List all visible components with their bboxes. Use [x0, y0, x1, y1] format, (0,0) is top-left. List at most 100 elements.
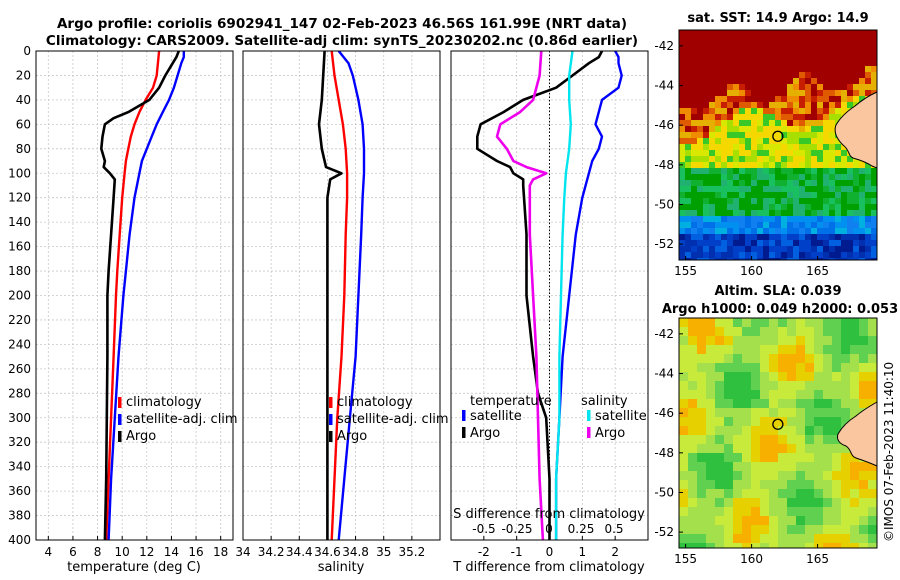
map-cell [799, 36, 806, 43]
map-cell [805, 72, 812, 79]
map-cell [823, 108, 830, 115]
map-cell [805, 258, 812, 260]
map-cell [811, 156, 818, 163]
map-cell [859, 168, 866, 175]
map-cell [769, 174, 776, 181]
map-cell [859, 222, 866, 229]
map-cell [775, 84, 782, 91]
map-cell [787, 234, 794, 241]
map-cell [859, 336, 869, 346]
depth-tick-label: 180 [8, 264, 31, 278]
map-cell [835, 192, 842, 199]
map-cell [823, 489, 833, 499]
map-cell [814, 462, 824, 472]
map-cell [724, 498, 734, 508]
map-cell [697, 336, 707, 346]
map-cell [868, 336, 877, 346]
map-cell [703, 246, 710, 253]
map-cell [814, 435, 824, 445]
map-cell [781, 186, 788, 193]
map-cell [799, 174, 806, 181]
map-cell [724, 399, 734, 409]
map-cell [688, 462, 698, 472]
map-cell [739, 108, 746, 115]
map-cell [679, 138, 686, 145]
map-cell [760, 381, 770, 391]
map-cell [853, 84, 860, 91]
legend-label-s-argo: Argo [595, 426, 625, 441]
map-cell [796, 462, 806, 472]
depth-tick-label: 380 [8, 509, 31, 523]
map-cell [727, 228, 734, 235]
map-cell [727, 198, 734, 205]
map-cell [853, 228, 860, 235]
map-cell [715, 198, 722, 205]
map-cell [823, 120, 830, 127]
map-cell [691, 246, 698, 253]
map-cell [841, 381, 851, 391]
map-cell [715, 381, 725, 391]
x-tick-label: -2 [478, 545, 490, 559]
map-cell [685, 72, 692, 79]
map-cell [805, 444, 815, 454]
map-y-tick-label: -50 [654, 485, 674, 499]
map-cell [823, 84, 830, 91]
map-cell [691, 48, 698, 55]
map-cell [814, 525, 824, 535]
map-cell [787, 246, 794, 253]
map-cell [805, 381, 815, 391]
map-cell [859, 246, 866, 253]
map-cell [733, 372, 743, 382]
map-cell [841, 192, 848, 199]
map-cell [739, 258, 746, 260]
map-cell [829, 60, 836, 67]
map-cell [811, 132, 818, 139]
map-cell [841, 345, 851, 355]
map-cell [697, 363, 707, 373]
legend-swatch-satellite [118, 414, 122, 425]
map-cell [706, 327, 716, 337]
map-cell [817, 84, 824, 91]
map-cell [709, 126, 716, 133]
map-cell [841, 78, 848, 85]
map-cell [769, 318, 779, 328]
map-cell [823, 327, 833, 337]
map-cell [724, 525, 734, 535]
x-tick-label: 2 [611, 545, 619, 559]
map-cell [865, 204, 872, 211]
salinity-panel: 34 34.2 34.4 34.6 34.8 35 35.2 salinity climat… [235, 50, 449, 575]
map-cell [778, 525, 788, 535]
map-cell [763, 126, 770, 133]
map-cell [739, 222, 746, 229]
map-cell [811, 66, 818, 73]
map-cell [703, 60, 710, 67]
map-cell [775, 228, 782, 235]
map-cell [805, 354, 815, 364]
map-cell [868, 399, 877, 409]
map-cell [817, 156, 824, 163]
map-cell [841, 42, 848, 49]
map-cell [799, 192, 806, 199]
map-cell [787, 417, 797, 427]
map-cell [733, 84, 740, 91]
map-cell [829, 150, 836, 157]
map-cell [805, 363, 815, 373]
map-cell [727, 210, 734, 217]
map-cell [691, 66, 698, 73]
map-cell [832, 543, 842, 548]
map-cell [697, 54, 704, 61]
map-cell [865, 222, 872, 229]
map-cell [745, 258, 752, 260]
map-cell [835, 222, 842, 229]
map-cell [745, 168, 752, 175]
map-cell [817, 228, 824, 235]
map-cell [787, 30, 794, 37]
map-cell [817, 126, 824, 133]
map-cell [709, 72, 716, 79]
map-cell [796, 480, 806, 490]
map-cell [709, 168, 716, 175]
map-cell [679, 498, 689, 508]
map-cell [859, 186, 866, 193]
map-cell [757, 48, 764, 55]
map-cell [724, 534, 734, 544]
